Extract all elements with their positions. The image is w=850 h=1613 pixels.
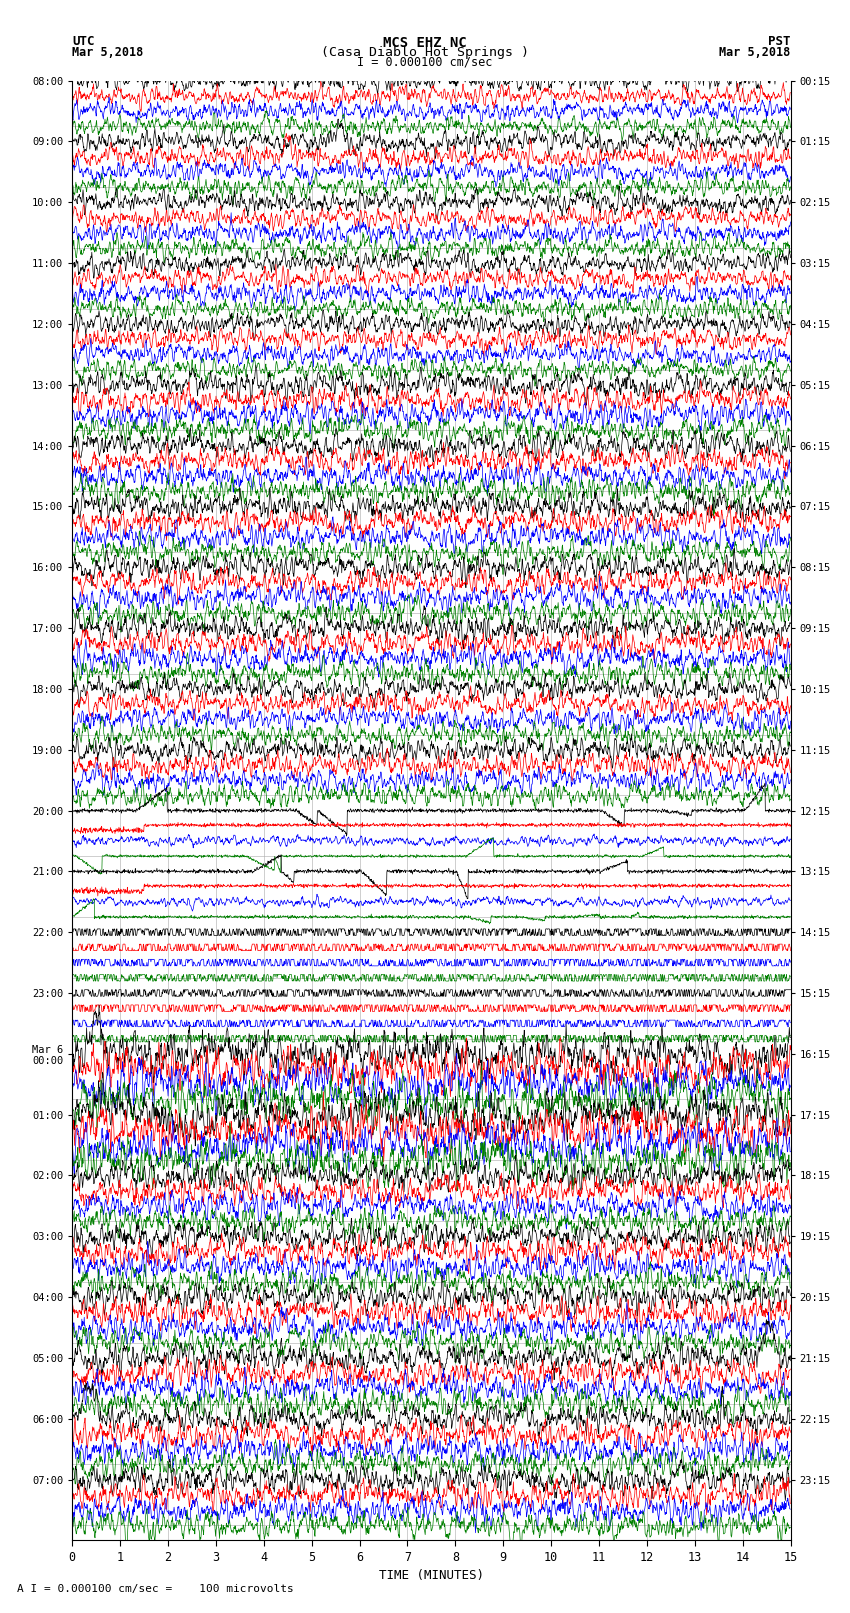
Text: UTC: UTC [72, 35, 94, 48]
Text: I = 0.000100 cm/sec: I = 0.000100 cm/sec [357, 56, 493, 69]
Text: Mar 5,2018: Mar 5,2018 [72, 45, 144, 60]
Text: A I = 0.000100 cm/sec =    100 microvolts: A I = 0.000100 cm/sec = 100 microvolts [17, 1584, 294, 1594]
Text: MCS EHZ NC: MCS EHZ NC [383, 37, 467, 50]
Text: Mar 5,2018: Mar 5,2018 [719, 45, 791, 60]
Text: (Casa Diablo Hot Springs ): (Casa Diablo Hot Springs ) [321, 45, 529, 60]
Text: PST: PST [768, 35, 790, 48]
X-axis label: TIME (MINUTES): TIME (MINUTES) [379, 1569, 484, 1582]
